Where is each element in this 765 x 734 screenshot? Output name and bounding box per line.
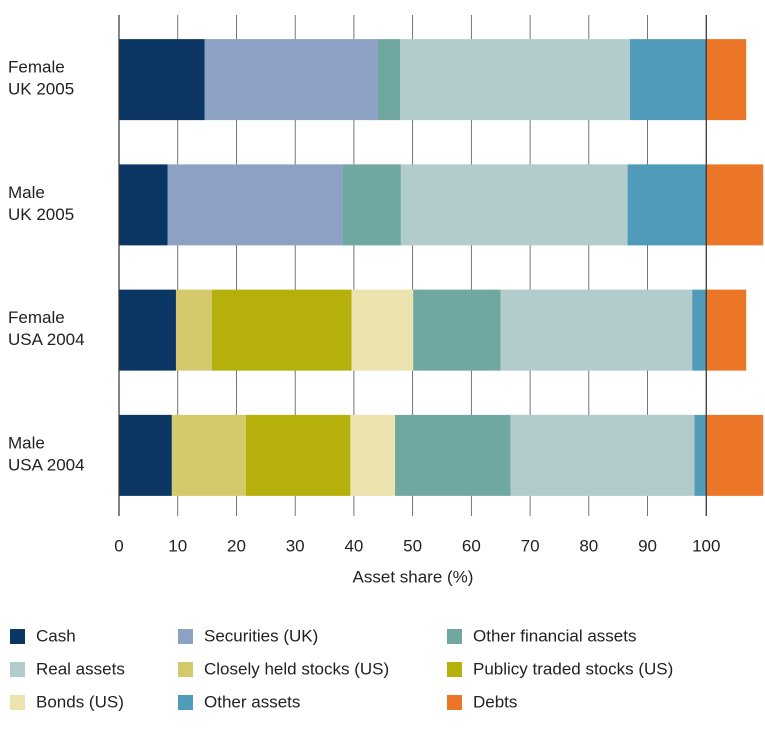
x-tick-label: 30: [286, 536, 305, 555]
bar-segment: [400, 164, 628, 246]
bar-segment: [350, 414, 396, 496]
legend-swatch: [447, 629, 462, 644]
bar-segment: [706, 164, 764, 246]
bar-segment: [510, 414, 695, 496]
legend-label: Bonds (US): [36, 692, 124, 711]
x-tick-label: 60: [462, 536, 481, 555]
bar-segment: [500, 289, 693, 371]
x-tick-label: 0: [114, 536, 123, 555]
legend-label: Other assets: [204, 692, 300, 711]
legend-label: Publicy traded stocks (US): [473, 659, 673, 678]
legend-label: Closely held stocks (US): [204, 659, 389, 678]
x-tick-label: 20: [227, 536, 246, 555]
x-tick-label: 90: [638, 536, 657, 555]
legend-label: Securities (UK): [204, 626, 318, 645]
x-tick-label: 80: [579, 536, 598, 555]
bar-segment: [171, 414, 246, 496]
bar-segment: [377, 39, 401, 121]
bar-segment: [706, 39, 747, 121]
legend-label: Other financial assets: [473, 626, 636, 645]
bar-segment: [706, 414, 764, 496]
bar-segment: [245, 414, 351, 496]
bar-segment: [175, 289, 212, 371]
bar-segment: [211, 289, 352, 371]
legend-swatch: [447, 695, 462, 710]
x-tick-label: 100: [692, 536, 720, 555]
legend-swatch: [178, 662, 193, 677]
legend-swatch: [178, 695, 193, 710]
bar-segment: [400, 39, 630, 121]
legend-label: Cash: [36, 626, 76, 645]
bar-segment: [204, 39, 378, 121]
x-tick-label: 50: [403, 536, 422, 555]
legend-swatch: [10, 695, 25, 710]
bar-segment: [413, 289, 501, 371]
bar-segment: [694, 414, 707, 496]
y-tick-label: Female UK 2005: [8, 58, 74, 99]
bar-segment: [119, 289, 176, 371]
bar-segment: [351, 289, 414, 371]
bar-segment: [629, 39, 707, 121]
legend-swatch: [10, 629, 25, 644]
legend-label: Debts: [473, 692, 517, 711]
y-tick-label: Female USA 2004: [8, 309, 85, 350]
x-tick-label: 40: [344, 536, 363, 555]
bar-segment: [119, 414, 172, 496]
y-tick-label: Male UK 2005: [8, 183, 74, 224]
bar-segment: [119, 39, 205, 121]
x-axis-label: Asset share (%): [353, 567, 474, 586]
legend-swatch: [447, 662, 462, 677]
y-tick-label: Male USA 2004: [8, 434, 85, 475]
legend-swatch: [10, 662, 25, 677]
bar-segment: [395, 414, 511, 496]
bar-segment: [692, 289, 707, 371]
legend-label: Real assets: [36, 659, 125, 678]
bar-segment: [167, 164, 343, 246]
bar-segment: [706, 289, 747, 371]
x-tick-label: 70: [521, 536, 540, 555]
legend-swatch: [178, 629, 193, 644]
bar-segment: [627, 164, 707, 246]
bar-segment: [119, 164, 168, 246]
bar-segment: [342, 164, 401, 246]
x-tick-label: 10: [168, 536, 187, 555]
